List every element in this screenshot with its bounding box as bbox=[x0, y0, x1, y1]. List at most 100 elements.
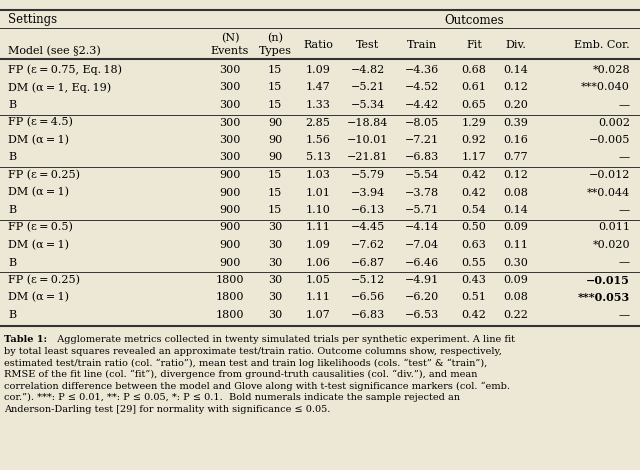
Text: 1.56: 1.56 bbox=[305, 135, 330, 145]
Text: 0.55: 0.55 bbox=[461, 258, 486, 267]
Text: 900: 900 bbox=[220, 258, 241, 267]
Text: −5.34: −5.34 bbox=[351, 100, 385, 110]
Text: Model (see §2.3): Model (see §2.3) bbox=[8, 46, 100, 56]
Text: 0.14: 0.14 bbox=[504, 65, 529, 75]
Text: 0.61: 0.61 bbox=[461, 83, 486, 93]
Text: 0.20: 0.20 bbox=[504, 100, 529, 110]
Text: 900: 900 bbox=[220, 188, 241, 197]
Text: 90: 90 bbox=[268, 152, 282, 163]
Text: B: B bbox=[8, 152, 16, 163]
Text: 1.47: 1.47 bbox=[306, 83, 330, 93]
Text: 900: 900 bbox=[220, 205, 241, 215]
Text: 0.30: 0.30 bbox=[504, 258, 529, 267]
Text: 0.22: 0.22 bbox=[504, 310, 529, 320]
Text: 1.06: 1.06 bbox=[305, 258, 330, 267]
Text: −5.71: −5.71 bbox=[405, 205, 439, 215]
Text: B: B bbox=[8, 205, 16, 215]
Text: 1.09: 1.09 bbox=[305, 65, 330, 75]
Text: −6.87: −6.87 bbox=[351, 258, 385, 267]
Text: Anderson-Darling test [29] for normality with significance ≤ 0.05.: Anderson-Darling test [29] for normality… bbox=[4, 405, 330, 414]
Text: 0.39: 0.39 bbox=[504, 118, 529, 127]
Text: −4.52: −4.52 bbox=[405, 83, 439, 93]
Text: −0.012: −0.012 bbox=[589, 170, 630, 180]
Text: 300: 300 bbox=[220, 118, 241, 127]
Text: Agglomerate metrics collected in twenty simulated trials per synthetic experimen: Agglomerate metrics collected in twenty … bbox=[51, 336, 515, 345]
Text: −6.53: −6.53 bbox=[405, 310, 439, 320]
Text: 1.11: 1.11 bbox=[305, 222, 330, 233]
Text: —: — bbox=[619, 258, 630, 267]
Text: DM (α = 1): DM (α = 1) bbox=[8, 292, 69, 303]
Text: 5.13: 5.13 bbox=[305, 152, 330, 163]
Text: 0.09: 0.09 bbox=[504, 275, 529, 285]
Text: FP (ε = 0.5): FP (ε = 0.5) bbox=[8, 222, 73, 233]
Text: B: B bbox=[8, 100, 16, 110]
Text: estimated test/train ratio (col. “ratio”), mean test and train log likelihoods (: estimated test/train ratio (col. “ratio”… bbox=[4, 359, 487, 368]
Text: −8.05: −8.05 bbox=[405, 118, 439, 127]
Text: 1.17: 1.17 bbox=[461, 152, 486, 163]
Text: —: — bbox=[619, 310, 630, 320]
Text: DM (α = 1): DM (α = 1) bbox=[8, 240, 69, 250]
Text: 1.01: 1.01 bbox=[305, 188, 330, 197]
Text: 0.65: 0.65 bbox=[461, 100, 486, 110]
Text: 0.51: 0.51 bbox=[461, 292, 486, 303]
Text: 1.10: 1.10 bbox=[305, 205, 330, 215]
Text: 0.12: 0.12 bbox=[504, 83, 529, 93]
Text: Fit: Fit bbox=[466, 39, 482, 49]
Text: Outcomes: Outcomes bbox=[444, 14, 504, 26]
Text: 0.92: 0.92 bbox=[461, 135, 486, 145]
Text: −6.20: −6.20 bbox=[405, 292, 439, 303]
Text: Train: Train bbox=[407, 39, 437, 49]
Text: 30: 30 bbox=[268, 258, 282, 267]
Text: 0.42: 0.42 bbox=[461, 310, 486, 320]
Text: −6.83: −6.83 bbox=[405, 152, 439, 163]
Text: ***0.053: ***0.053 bbox=[578, 292, 630, 303]
Text: −7.21: −7.21 bbox=[405, 135, 439, 145]
Text: Div.: Div. bbox=[506, 39, 527, 49]
Text: 15: 15 bbox=[268, 205, 282, 215]
Text: —: — bbox=[619, 152, 630, 163]
Text: FP (ε = 0.25): FP (ε = 0.25) bbox=[8, 170, 80, 180]
Text: —: — bbox=[619, 100, 630, 110]
Text: 0.09: 0.09 bbox=[504, 222, 529, 233]
Text: 1800: 1800 bbox=[216, 292, 244, 303]
Text: DM (α = 1): DM (α = 1) bbox=[8, 188, 69, 198]
Text: −0.005: −0.005 bbox=[589, 135, 630, 145]
Text: DM (α = 1): DM (α = 1) bbox=[8, 135, 69, 145]
Text: −7.62: −7.62 bbox=[351, 240, 385, 250]
Text: 0.11: 0.11 bbox=[504, 240, 529, 250]
Text: 0.16: 0.16 bbox=[504, 135, 529, 145]
Text: 300: 300 bbox=[220, 100, 241, 110]
Text: 30: 30 bbox=[268, 275, 282, 285]
Text: 15: 15 bbox=[268, 100, 282, 110]
Text: 0.77: 0.77 bbox=[504, 152, 528, 163]
Text: Table 1:: Table 1: bbox=[4, 336, 47, 345]
Text: −0.015: −0.015 bbox=[586, 274, 630, 285]
Text: 1800: 1800 bbox=[216, 310, 244, 320]
Text: 900: 900 bbox=[220, 170, 241, 180]
Text: 300: 300 bbox=[220, 152, 241, 163]
Text: −6.56: −6.56 bbox=[351, 292, 385, 303]
Text: —: — bbox=[619, 205, 630, 215]
Text: −3.78: −3.78 bbox=[405, 188, 439, 197]
Text: 15: 15 bbox=[268, 83, 282, 93]
Text: −5.12: −5.12 bbox=[351, 275, 385, 285]
Text: Emb. Cor.: Emb. Cor. bbox=[574, 39, 630, 49]
Text: Types: Types bbox=[259, 46, 291, 56]
Text: 1.29: 1.29 bbox=[461, 118, 486, 127]
Text: correlation difference between the model and Glove along with t-test significanc: correlation difference between the model… bbox=[4, 382, 510, 391]
Text: 300: 300 bbox=[220, 135, 241, 145]
Text: 15: 15 bbox=[268, 188, 282, 197]
Text: −6.46: −6.46 bbox=[405, 258, 439, 267]
Text: FP (ε = 4.5): FP (ε = 4.5) bbox=[8, 118, 73, 128]
Text: −6.83: −6.83 bbox=[351, 310, 385, 320]
Text: 0.42: 0.42 bbox=[461, 188, 486, 197]
Text: 15: 15 bbox=[268, 65, 282, 75]
Text: Ratio: Ratio bbox=[303, 39, 333, 49]
Text: Test: Test bbox=[356, 39, 380, 49]
Text: (n): (n) bbox=[267, 33, 283, 43]
Text: −4.14: −4.14 bbox=[405, 222, 439, 233]
Text: 90: 90 bbox=[268, 118, 282, 127]
Text: RMSE of the fit line (col. “fit”), divergence from ground-truth causalities (col: RMSE of the fit line (col. “fit”), diver… bbox=[4, 370, 477, 379]
Text: 0.002: 0.002 bbox=[598, 118, 630, 127]
Text: 2.85: 2.85 bbox=[305, 118, 330, 127]
